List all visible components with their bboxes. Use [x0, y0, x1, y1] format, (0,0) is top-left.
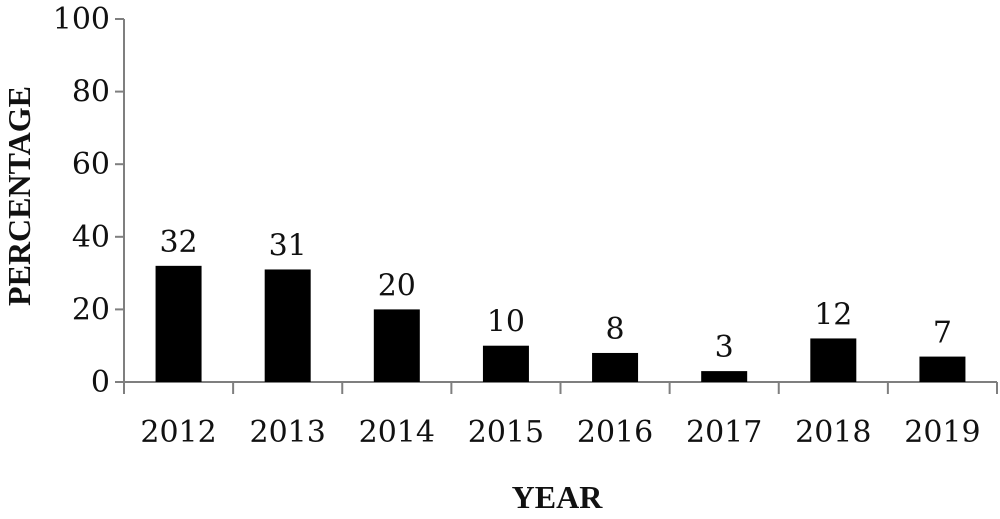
bar-2013	[264, 269, 311, 382]
x-axis-title: YEAR	[512, 479, 604, 515]
data-label-2015: 10	[487, 305, 525, 340]
y-tick-label: 80	[72, 75, 110, 110]
x-axis: 2012 2013 2014 2015 2016 2017 2018 2019	[123, 381, 998, 450]
bar-2016	[592, 352, 639, 382]
x-tick-label: 2014	[359, 415, 435, 450]
y-tick-label: 60	[72, 147, 110, 182]
x-tick-label: 2017	[686, 415, 762, 450]
y-tick-label: 20	[72, 292, 110, 327]
y-tick-label: 100	[53, 2, 110, 37]
bars	[155, 265, 966, 382]
bar-2018	[810, 338, 857, 382]
data-labels: 32 31 20 10 8 3 12 7	[159, 225, 952, 365]
data-label-2016: 8	[606, 312, 625, 347]
y-tick-label: 40	[72, 220, 110, 255]
x-tick-label: 2019	[904, 415, 980, 450]
y-tick-label: 0	[91, 365, 110, 400]
bar-2012	[155, 265, 202, 382]
x-tick-label: 2016	[577, 415, 653, 450]
x-tick-label: 2015	[468, 415, 544, 450]
y-axis-title: PERCENTAGE	[1, 86, 37, 306]
x-tick-label: 2018	[795, 415, 871, 450]
data-label-2012: 32	[159, 225, 197, 260]
data-label-2019: 7	[933, 316, 952, 351]
data-label-2014: 20	[378, 268, 416, 303]
x-tick-label: 2012	[140, 415, 216, 450]
data-label-2017: 3	[715, 330, 734, 365]
bar-2014	[373, 309, 420, 382]
y-axis: 0 20 40 60 80 100	[53, 2, 125, 400]
data-label-2013: 31	[269, 228, 307, 263]
bar-2017	[701, 371, 748, 382]
bar-2019	[919, 356, 966, 382]
x-tick-label: 2013	[250, 415, 326, 450]
data-label-2018: 12	[814, 297, 852, 332]
bar-2015	[482, 345, 529, 382]
